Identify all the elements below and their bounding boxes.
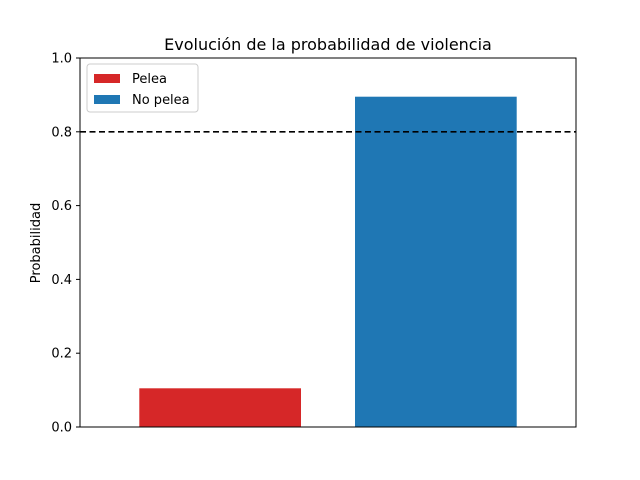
- bar-no-pelea: [355, 96, 517, 427]
- chart-title: Evolución de la probabilidad de violenci…: [164, 35, 492, 54]
- y-tick-label: 0.8: [51, 125, 72, 140]
- legend-swatch: [94, 74, 120, 83]
- y-axis-label: Probabilidad: [29, 203, 44, 283]
- y-ticks-group: 0.0 0.2 0.4 0.6 0.8 1.0: [51, 52, 80, 436]
- bar-pelea: [139, 388, 301, 427]
- plot-frame: [79, 57, 577, 428]
- legend-label: No pelea: [132, 93, 190, 108]
- legend-swatch: [94, 95, 120, 104]
- y-tick-label: 0.0: [51, 421, 72, 436]
- y-tick-label: 0.6: [51, 199, 72, 214]
- y-tick-label: 0.2: [51, 347, 72, 362]
- legend-label: Pelea: [132, 72, 167, 87]
- y-tick-label: 1.0: [51, 52, 72, 67]
- legend: Pelea No pelea: [86, 63, 199, 113]
- y-tick-label: 0.4: [51, 273, 72, 288]
- bars-group: [139, 96, 517, 427]
